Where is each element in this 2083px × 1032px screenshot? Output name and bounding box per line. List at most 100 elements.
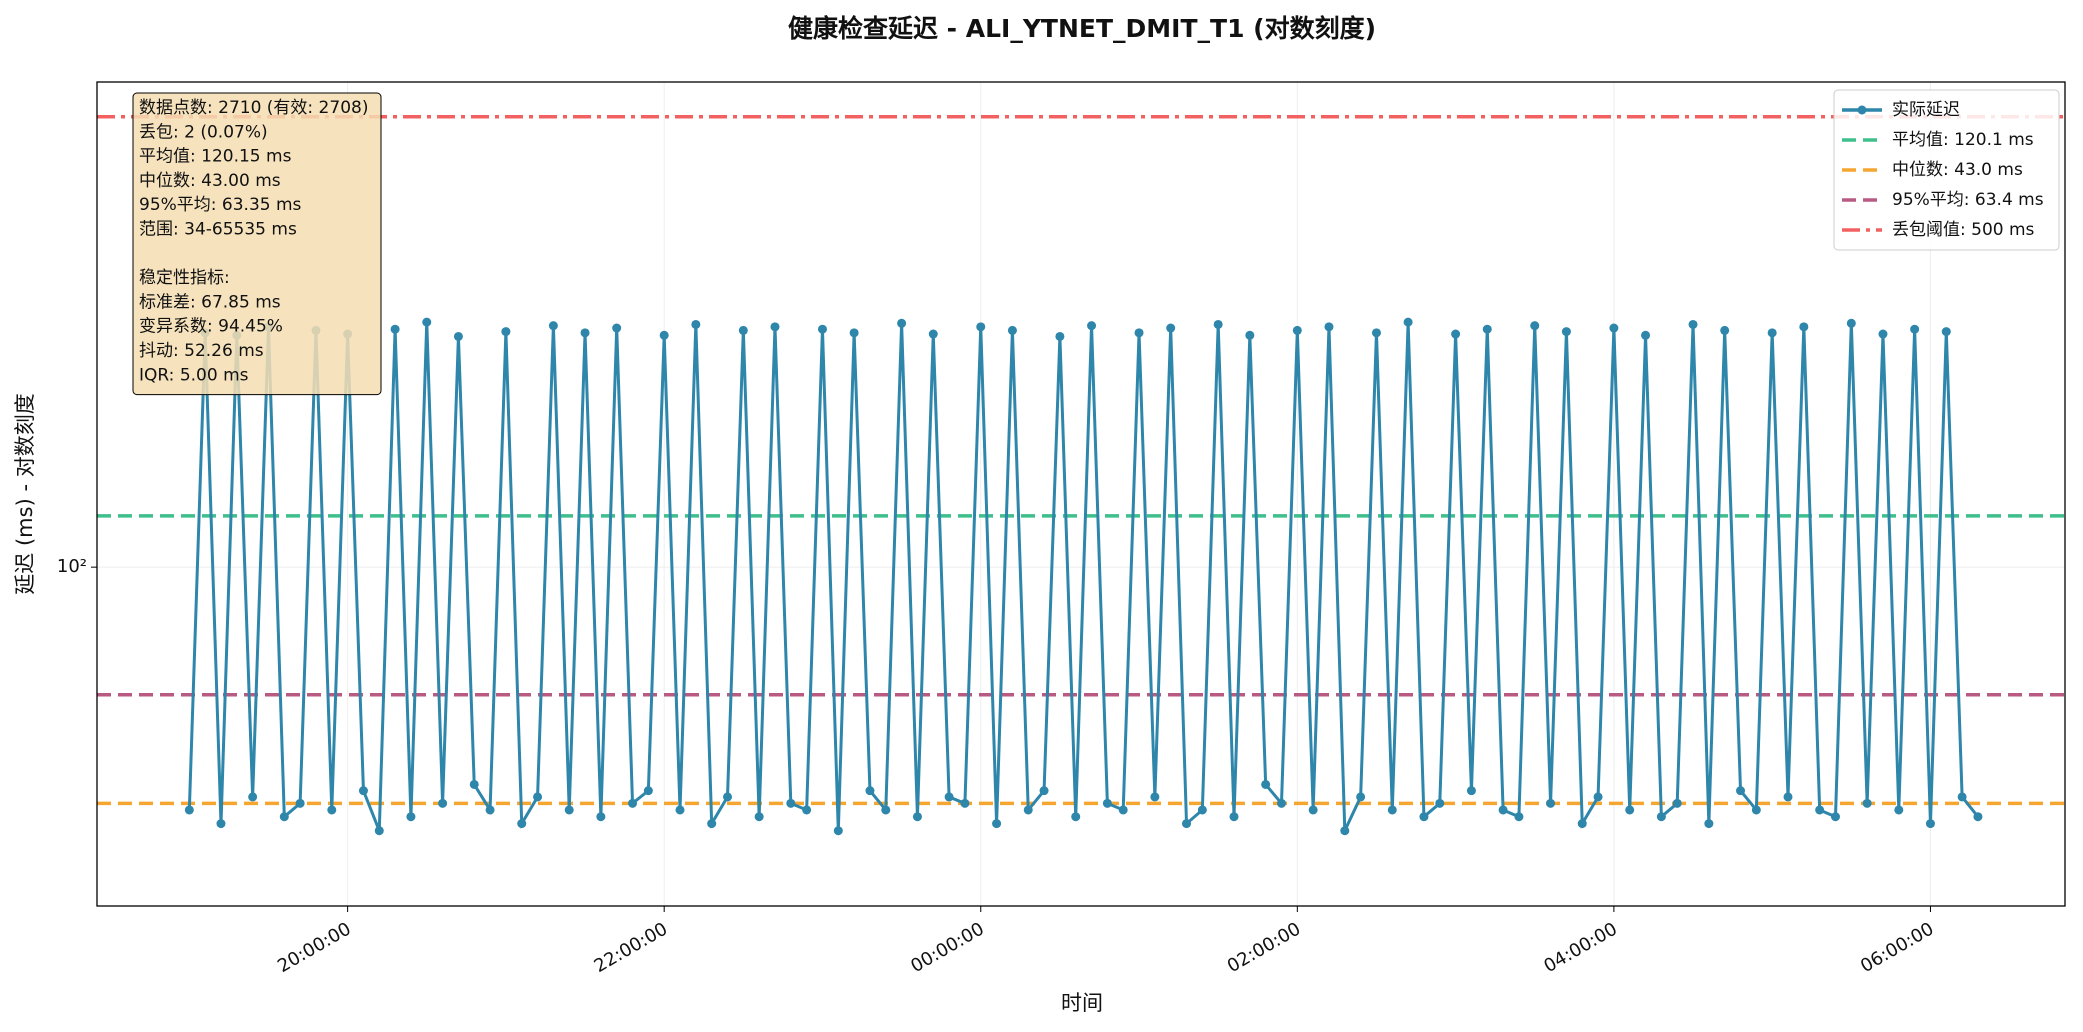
- data-point: [422, 317, 432, 327]
- data-point: [849, 328, 859, 338]
- data-point: [1213, 319, 1223, 329]
- data-point: [295, 798, 305, 808]
- data-point: [1229, 812, 1239, 822]
- x-tick-label: 06:00:00: [1857, 918, 1938, 977]
- x-axis-label: 时间: [1061, 991, 1103, 1015]
- x-tick-label: 04:00:00: [1540, 918, 1621, 977]
- data-point: [612, 323, 622, 333]
- data-point: [1593, 792, 1603, 802]
- legend-label: 中位数: 43.0 ms: [1892, 160, 2023, 180]
- legend-label: 丢包阈值: 500 ms: [1892, 220, 2035, 240]
- data-point: [817, 324, 827, 334]
- stats-text: 稳定性指标:: [139, 268, 230, 288]
- legend-label: 实际延迟: [1892, 100, 1960, 120]
- x-tick-label: 02:00:00: [1224, 918, 1305, 977]
- data-point: [1197, 805, 1207, 815]
- data-point: [1403, 317, 1413, 327]
- data-point: [944, 792, 954, 802]
- stats-box: [132, 92, 382, 396]
- data-point: [643, 786, 653, 796]
- data-point: [1656, 812, 1666, 822]
- data-point: [564, 805, 574, 815]
- data-point: [438, 798, 448, 808]
- y-tick-label: 10²: [57, 556, 87, 577]
- legend-label: 95%平均: 63.4 ms: [1892, 190, 2044, 210]
- data-point: [469, 779, 479, 789]
- data-point: [802, 805, 812, 815]
- data-point: [1878, 329, 1888, 339]
- data-point: [1102, 798, 1112, 808]
- data-point: [533, 792, 543, 802]
- data-point: [912, 812, 922, 822]
- data-point: [754, 812, 764, 822]
- data-point: [390, 324, 400, 334]
- data-point: [1973, 812, 1983, 822]
- data-point: [1387, 805, 1397, 815]
- data-point: [248, 792, 258, 802]
- data-point: [675, 805, 685, 815]
- data-point: [1561, 327, 1571, 337]
- data-point: [596, 812, 606, 822]
- data-point: [1577, 819, 1587, 829]
- data-point: [1767, 328, 1777, 338]
- legend-box: [1833, 89, 2060, 251]
- data-point: [1055, 331, 1065, 341]
- data-point: [548, 321, 558, 331]
- data-point: [928, 329, 938, 339]
- x-tick-label: 00:00:00: [907, 918, 988, 977]
- data-point: [1894, 805, 1904, 815]
- stats-text: 中位数: 43.00 ms: [139, 171, 281, 191]
- x-tick-label: 20:00:00: [274, 918, 355, 977]
- data-point: [1276, 798, 1286, 808]
- data-point: [453, 331, 463, 341]
- data-point: [184, 805, 194, 815]
- data-point: [1846, 318, 1856, 328]
- x-tick-label: 22:00:00: [591, 918, 672, 977]
- data-point: [1324, 322, 1334, 332]
- data-point: [1704, 819, 1714, 829]
- data-point: [738, 325, 748, 335]
- data-point: [1910, 324, 1920, 334]
- data-point: [1292, 325, 1302, 335]
- data-point: [279, 812, 289, 822]
- data-point: [374, 826, 384, 836]
- data-point: [1356, 792, 1366, 802]
- data-point: [327, 805, 337, 815]
- data-point: [1166, 323, 1176, 333]
- data-point: [1625, 805, 1635, 815]
- data-point: [707, 819, 717, 829]
- stats-text: 数据点数: 2710 (有效: 2708): [139, 98, 368, 118]
- data-line: [187, 322, 1980, 832]
- legend-marker: [1857, 105, 1867, 115]
- data-point: [1672, 798, 1682, 808]
- data-point: [1530, 321, 1540, 331]
- data-point: [1498, 805, 1508, 815]
- data-point: [833, 826, 843, 836]
- data-point: [1150, 792, 1160, 802]
- data-point: [1957, 792, 1967, 802]
- data-point: [1182, 819, 1192, 829]
- data-point: [485, 805, 495, 815]
- data-point: [406, 812, 416, 822]
- data-point: [1830, 812, 1840, 822]
- stats-text: 95%平均: 63.35 ms: [139, 195, 302, 215]
- data-point: [1641, 330, 1651, 340]
- data-point: [501, 327, 511, 337]
- data-point: [897, 318, 907, 328]
- data-point: [1482, 324, 1492, 334]
- stats-text: 平均值: 120.15 ms: [139, 147, 292, 167]
- data-point: [691, 319, 701, 329]
- data-point: [1514, 812, 1524, 822]
- data-point: [517, 819, 527, 829]
- data-point: [1039, 786, 1049, 796]
- plot-frame: [96, 81, 2066, 907]
- data-point: [1419, 812, 1429, 822]
- chart-title: 健康检查延迟 - ALI_YTNET_DMIT_T1 (对数刻度): [788, 14, 1376, 43]
- data-point: [1340, 826, 1350, 836]
- data-point: [1546, 798, 1556, 808]
- stats-text: IQR: 5.00 ms: [139, 365, 249, 385]
- stats-text: 丢包: 2 (0.07%): [139, 122, 268, 142]
- data-point: [770, 322, 780, 332]
- stats-text: 抖动: 52.26 ms: [139, 341, 264, 361]
